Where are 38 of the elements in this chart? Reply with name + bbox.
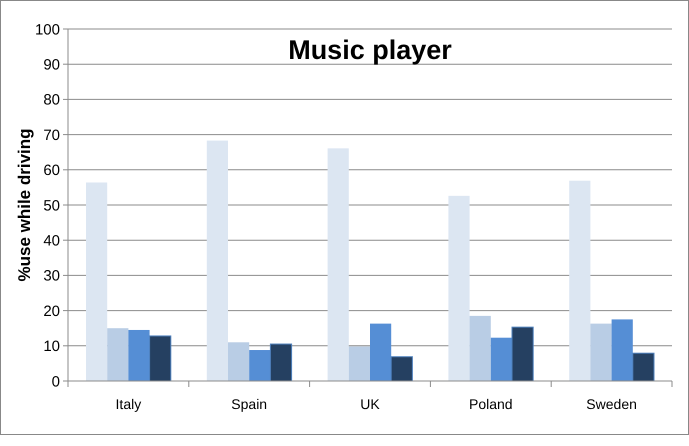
bar xyxy=(249,350,270,381)
y-tick-label: 90 xyxy=(43,56,60,74)
bar xyxy=(490,338,512,381)
y-tick-label: 0 xyxy=(52,373,60,390)
y-tick-label: 70 xyxy=(43,126,60,144)
bar xyxy=(206,140,228,381)
bar xyxy=(448,196,470,381)
bar xyxy=(86,182,108,381)
x-tick-label: Italy xyxy=(116,396,142,412)
bar xyxy=(328,148,349,381)
chart-title: Music player xyxy=(288,35,452,65)
y-tick-label: 100 xyxy=(34,21,60,38)
y-axis-title: %use while driving xyxy=(15,128,34,282)
y-tick-label: 80 xyxy=(43,92,60,109)
bar xyxy=(470,316,491,381)
y-tick-label: 10 xyxy=(43,338,60,356)
bar xyxy=(590,324,612,381)
bar xyxy=(107,328,128,381)
bar xyxy=(612,319,633,381)
y-tick-label: 50 xyxy=(43,197,60,214)
bar xyxy=(128,330,150,381)
bar xyxy=(512,326,534,382)
bar xyxy=(270,344,292,382)
bar xyxy=(632,352,654,382)
bar xyxy=(370,324,392,381)
y-tick-label: 20 xyxy=(43,302,60,320)
y-tick-label: 30 xyxy=(43,268,60,285)
y-tick-label: 60 xyxy=(43,162,60,180)
y-tick-label: 40 xyxy=(43,232,60,250)
x-tick-label: UK xyxy=(360,396,380,412)
x-tick-label: Sweden xyxy=(586,396,637,412)
bar xyxy=(348,346,370,381)
bar xyxy=(228,342,250,381)
x-tick-label: Poland xyxy=(469,396,513,412)
bar xyxy=(390,356,413,382)
bar xyxy=(569,180,590,381)
x-tick-label: Spain xyxy=(231,396,268,412)
bar xyxy=(149,335,172,382)
